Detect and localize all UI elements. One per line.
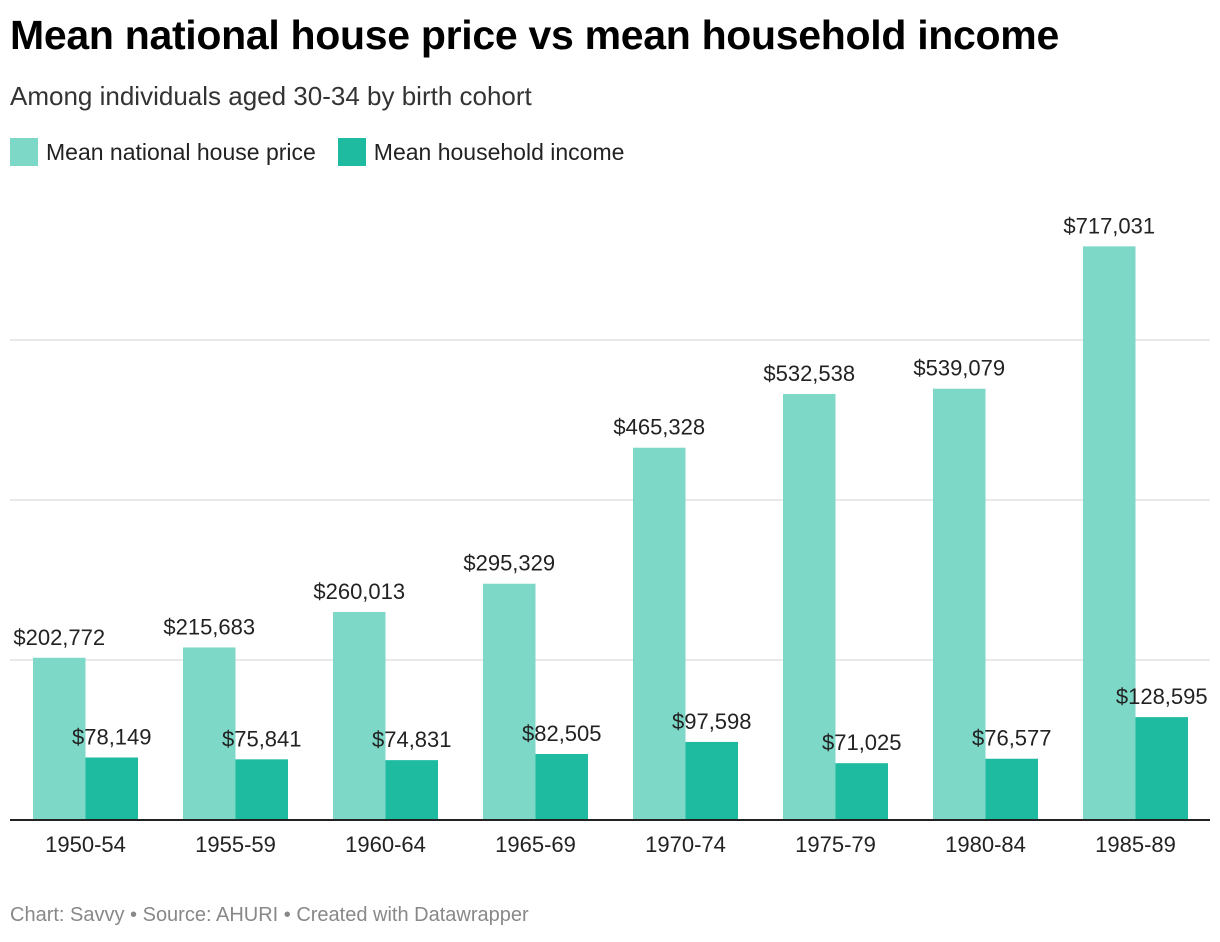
data-label-house-price: $295,329 — [463, 551, 555, 576]
data-label-income: $82,505 — [522, 721, 602, 746]
x-tick-label: 1950-54 — [45, 832, 126, 857]
data-label-income: $78,149 — [72, 724, 152, 749]
x-tick-label: 1955-59 — [195, 832, 276, 857]
data-label-income: $128,595 — [1116, 684, 1208, 709]
data-label-income: $75,841 — [222, 726, 302, 751]
bar-house-price — [183, 647, 236, 820]
x-tick-label: 1980-84 — [945, 832, 1026, 857]
chart-subtitle: Among individuals aged 30-34 by birth co… — [10, 81, 532, 111]
data-label-house-price: $260,013 — [313, 579, 405, 604]
data-label-house-price: $717,031 — [1063, 213, 1155, 238]
bar-income — [85, 757, 138, 820]
data-label-house-price: $539,079 — [913, 356, 1005, 381]
data-label-house-price: $532,538 — [763, 361, 855, 386]
legend-swatch-income — [337, 138, 366, 166]
legend-item-income: Mean household income — [337, 138, 625, 166]
chart-title: Mean national house price vs mean househ… — [10, 12, 1059, 58]
legend-item-house-price: Mean national house price — [10, 138, 316, 166]
data-label-income: $71,025 — [822, 730, 902, 755]
bar-house-price — [633, 447, 686, 820]
x-tick-label: 1985-89 — [1095, 832, 1176, 857]
bar-house-price — [333, 611, 386, 820]
bar-income — [985, 758, 1038, 820]
x-tick-label: 1960-64 — [345, 832, 426, 857]
bar-house-price — [483, 583, 536, 820]
data-label-house-price: $215,683 — [163, 614, 255, 639]
legend-label-income: Mean household income — [373, 138, 625, 165]
bar-house-price — [783, 393, 836, 820]
bar-house-price — [1083, 246, 1136, 821]
data-label-income: $76,577 — [972, 726, 1052, 751]
data-label-house-price: $465,328 — [613, 415, 705, 440]
data-label-house-price: $202,772 — [13, 625, 105, 650]
data-label-income: $74,831 — [372, 727, 452, 752]
bar-income — [535, 753, 588, 820]
bar-income — [235, 759, 288, 820]
data-label-income: $97,598 — [672, 709, 752, 734]
legend-label-house-price: Mean national house price — [46, 138, 316, 165]
bar-house-price — [33, 657, 86, 820]
legend-swatch-house-price — [10, 138, 38, 166]
x-tick-label: 1975-79 — [795, 832, 876, 857]
bar-house-price — [933, 388, 986, 820]
bar-income — [1135, 717, 1188, 820]
x-tick-label: 1965-69 — [495, 832, 576, 857]
bar-income — [685, 741, 738, 820]
bar-income — [385, 760, 438, 820]
chart-footer: Chart: Savvy • Source: AHURI • Created w… — [10, 904, 529, 926]
x-tick-label: 1970-74 — [645, 832, 726, 857]
legend: Mean national house price Mean household… — [10, 138, 646, 166]
bar-income — [835, 763, 888, 820]
